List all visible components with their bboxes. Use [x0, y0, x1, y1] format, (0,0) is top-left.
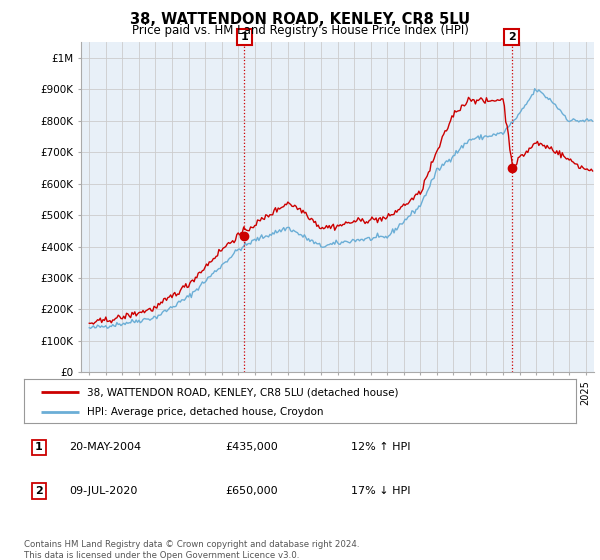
- Text: 17% ↓ HPI: 17% ↓ HPI: [351, 486, 410, 496]
- Text: 38, WATTENDON ROAD, KENLEY, CR8 5LU: 38, WATTENDON ROAD, KENLEY, CR8 5LU: [130, 12, 470, 27]
- Text: Contains HM Land Registry data © Crown copyright and database right 2024.
This d: Contains HM Land Registry data © Crown c…: [24, 540, 359, 560]
- Text: 20-MAY-2004: 20-MAY-2004: [69, 442, 141, 452]
- Text: 2: 2: [508, 32, 515, 42]
- Text: 12% ↑ HPI: 12% ↑ HPI: [351, 442, 410, 452]
- Text: 1: 1: [241, 32, 248, 42]
- Text: £650,000: £650,000: [225, 486, 278, 496]
- Text: £435,000: £435,000: [225, 442, 278, 452]
- Text: 38, WATTENDON ROAD, KENLEY, CR8 5LU (detached house): 38, WATTENDON ROAD, KENLEY, CR8 5LU (det…: [88, 387, 399, 397]
- Text: 2: 2: [35, 486, 43, 496]
- Text: HPI: Average price, detached house, Croydon: HPI: Average price, detached house, Croy…: [88, 407, 324, 417]
- Text: 1: 1: [35, 442, 43, 452]
- Text: 09-JUL-2020: 09-JUL-2020: [69, 486, 137, 496]
- Text: Price paid vs. HM Land Registry's House Price Index (HPI): Price paid vs. HM Land Registry's House …: [131, 24, 469, 37]
